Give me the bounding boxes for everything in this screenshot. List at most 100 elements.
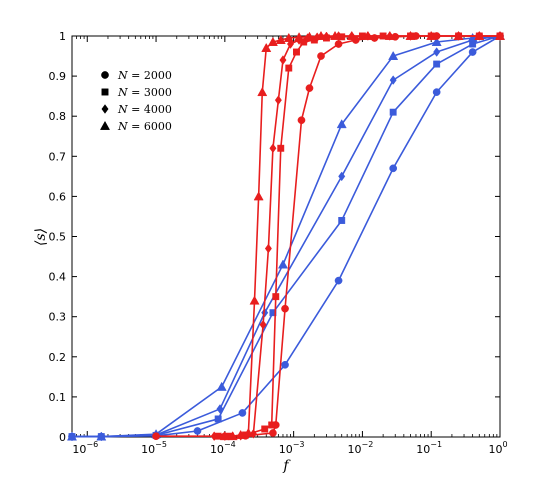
legend-item: N = 6000 — [99, 120, 172, 133]
x-tick-base: 10 — [416, 443, 430, 456]
x-tick-exponent: −3 — [293, 440, 305, 449]
legend-item: N = 2000 — [101, 69, 172, 82]
legend-variable: N — [117, 86, 128, 99]
data-point — [285, 64, 293, 72]
legend-marker-triangle — [99, 120, 111, 130]
data-point — [431, 36, 442, 46]
data-point — [249, 295, 260, 305]
data-point — [227, 431, 238, 441]
legend-item: N = 4000 — [101, 103, 172, 116]
data-point — [193, 427, 202, 435]
x-tick-exponent: −5 — [155, 440, 167, 449]
x-tick-exponent: −1 — [430, 440, 442, 449]
x-tick-exponent: −6 — [86, 440, 98, 449]
x-tick-base: 10 — [141, 443, 155, 456]
data-point — [384, 30, 395, 40]
series-line — [72, 35, 501, 438]
y-tick-label: 1 — [59, 30, 66, 43]
data-point — [432, 88, 441, 96]
data-point — [338, 217, 346, 224]
legend-variable: N — [117, 120, 128, 133]
data-point — [346, 30, 357, 40]
data-point — [317, 52, 325, 60]
data-point — [269, 429, 277, 437]
data-point — [253, 191, 264, 201]
data-point — [272, 293, 280, 301]
data-point — [214, 415, 222, 423]
data-point — [388, 50, 399, 60]
x-tick-base: 10 — [488, 443, 502, 456]
x-tick-label: 10−2 — [348, 440, 374, 456]
data-point — [269, 143, 277, 154]
data-point — [405, 30, 416, 40]
legend-label: N = 3000 — [117, 86, 172, 99]
y-tick-label: 0.6 — [49, 190, 67, 203]
data-point — [330, 30, 341, 40]
data-point — [274, 95, 282, 105]
data-point — [334, 276, 343, 285]
data-point — [338, 171, 346, 182]
x-tick-base: 10 — [72, 443, 86, 456]
y-tick-label: 0.4 — [49, 271, 67, 284]
legend-value: = 2000 — [128, 69, 172, 82]
data-point — [152, 432, 160, 441]
data-point — [257, 87, 268, 97]
data-point — [216, 381, 227, 391]
data-point — [426, 30, 437, 40]
data-point — [267, 36, 278, 46]
data-point — [305, 84, 314, 92]
data-point — [216, 404, 224, 414]
x-tick-base: 10 — [279, 443, 293, 456]
x-tick-label: 10−1 — [416, 440, 442, 456]
y-tick-label: 0 — [59, 431, 66, 444]
y-tick-label: 0.3 — [49, 311, 67, 324]
x-tick-base: 10 — [210, 443, 224, 456]
data-point — [304, 31, 315, 41]
data-point — [315, 30, 327, 40]
data-point — [259, 319, 267, 330]
x-tick-label: 100 — [488, 440, 507, 456]
x-axis-label: f — [282, 458, 291, 474]
data-point — [453, 30, 464, 40]
data-point — [235, 429, 246, 439]
data-point — [293, 48, 300, 56]
legend-variable: N — [117, 103, 128, 116]
data-point — [243, 427, 254, 437]
data-point — [281, 304, 289, 313]
data-point — [389, 108, 397, 116]
legend-variable: N — [117, 69, 128, 82]
data-point — [269, 309, 277, 317]
x-tick-label: 10−4 — [210, 440, 236, 456]
legend-label: N = 6000 — [117, 120, 172, 133]
x-tick-exponent: −2 — [362, 440, 374, 449]
data-point — [433, 47, 441, 57]
x-tick-label: 10−6 — [72, 440, 98, 456]
x-tick-exponent: 0 — [502, 440, 507, 449]
y-tick-label: 0.2 — [49, 351, 67, 364]
data-point — [362, 30, 373, 40]
legend-marker-diamond — [101, 104, 109, 114]
x-tick-label: 10−5 — [141, 440, 167, 456]
data-point — [277, 259, 288, 269]
data-point — [279, 55, 287, 65]
data-point — [283, 32, 294, 42]
x-tick-exponent: −4 — [224, 440, 236, 449]
y-tick-label: 0.7 — [49, 150, 67, 163]
legend-marker-square — [101, 88, 109, 96]
data-point — [294, 32, 305, 42]
data-point — [389, 164, 398, 173]
data-point — [66, 431, 78, 441]
data-point — [275, 34, 286, 44]
data-point — [261, 425, 269, 433]
data-point — [219, 431, 230, 441]
series-layer — [66, 30, 506, 442]
legend-value: = 6000 — [128, 120, 172, 133]
data-point — [297, 116, 306, 125]
data-point — [389, 75, 397, 85]
data-point — [264, 243, 272, 254]
data-point — [277, 144, 285, 152]
data-point — [433, 60, 441, 68]
data-point — [468, 48, 477, 56]
